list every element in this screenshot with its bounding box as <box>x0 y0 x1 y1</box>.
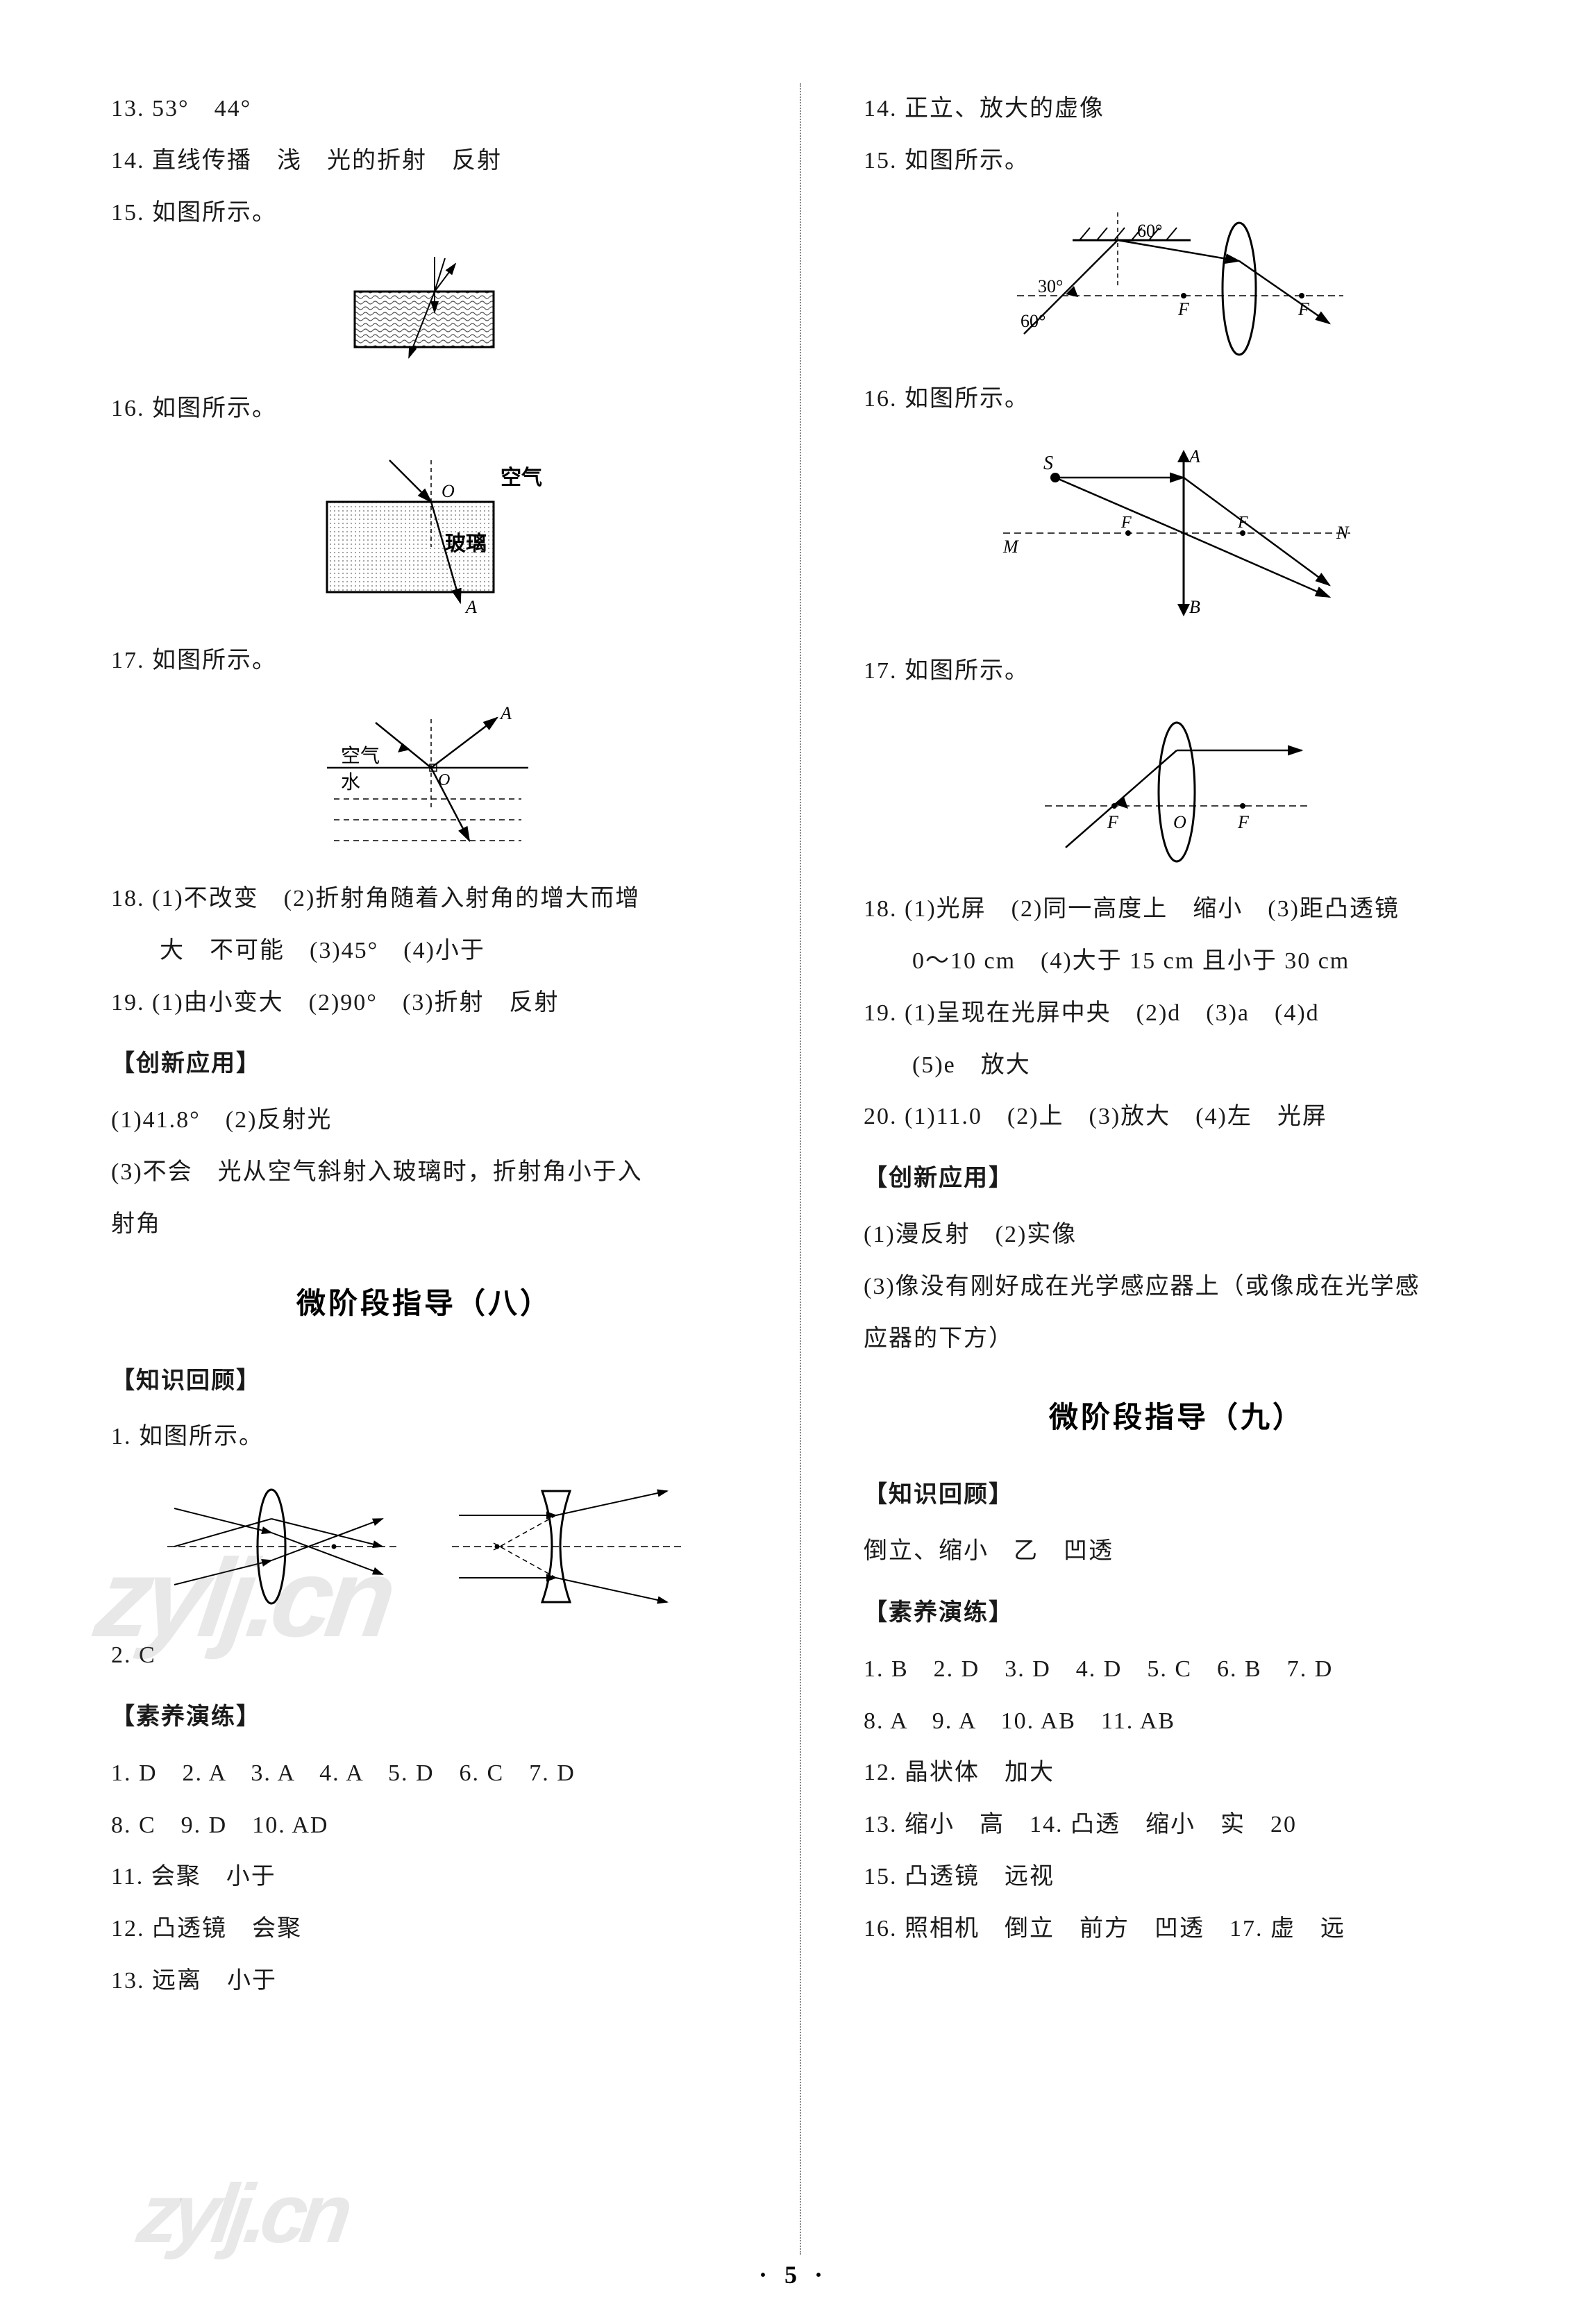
r-20: 20. (1)11.0 (2)上 (3)放大 (4)左 光屏 <box>864 1091 1490 1143</box>
svg-text:空气: 空气 <box>341 745 380 767</box>
svg-text:S: S <box>1043 453 1053 474</box>
svg-text:O: O <box>1173 812 1186 832</box>
svg-text:水: 水 <box>341 771 360 793</box>
r-cx-3: 应器的下方） <box>864 1313 1490 1365</box>
ans-14: 14. 直线传播 浅 光的折射 反射 <box>111 135 737 187</box>
r-s16: 16. 照相机 倒立 前方 凹透 17. 虚 远 <box>864 1903 1490 1955</box>
section-syyl: 【素养演练】 <box>111 1692 737 1744</box>
figure-left-16: O 空气 玻璃 A <box>111 446 737 620</box>
r-s13: 13. 缩小 高 14. 凸透 缩小 实 20 <box>864 1799 1490 1851</box>
figure-left-15 <box>111 250 737 368</box>
ans-15: 15. 如图所示。 <box>111 187 737 239</box>
cx-1: (1)41.8° (2)反射光 <box>111 1095 737 1147</box>
k-2: 2. C <box>111 1630 737 1682</box>
s-12: 12. 凸透镜 会聚 <box>111 1903 737 1955</box>
ans-16: 16. 如图所示。 <box>111 383 737 435</box>
svg-text:F: F <box>1177 299 1190 319</box>
s-11: 11. 会聚 小于 <box>111 1851 737 1903</box>
s-13: 13. 远离 小于 <box>111 1955 737 2007</box>
svg-text:A: A <box>1188 446 1200 466</box>
svg-text:O: O <box>438 771 450 789</box>
svg-text:F: F <box>1237 812 1250 832</box>
cx-2: (3)不会 光从空气斜射入玻璃时，折射角小于入 <box>111 1147 737 1199</box>
s-2: 8. C 9. D 10. AD <box>111 1800 737 1852</box>
figure-right-16: S A B M N F F <box>864 436 1490 630</box>
ans-18a: 18. (1)不改变 (2)折射角随着入射角的增大而增 <box>111 873 737 925</box>
figure-right-15: 30° 60° 60° F F <box>864 199 1490 358</box>
r-s15: 15. 凸透镜 远视 <box>864 1851 1490 1903</box>
left-column: 13. 53° 44° 14. 直线传播 浅 光的折射 反射 15. 如图所示。 <box>111 83 737 2255</box>
figure-left-k1 <box>111 1477 737 1616</box>
section-zshg: 【知识回顾】 <box>111 1356 737 1408</box>
svg-text:60°: 60° <box>1021 311 1046 331</box>
figure-left-17: A 空气 水 O <box>111 698 737 858</box>
ans-19: 19. (1)由小变大 (2)90° (3)折射 反射 <box>111 977 737 1029</box>
label-air: 空气 <box>501 466 542 489</box>
s-1: 1. D 2. A 3. A 4. A 5. D 6. C 7. D <box>111 1748 737 1800</box>
label-glass: 玻璃 <box>445 532 487 555</box>
r-15: 15. 如图所示。 <box>864 135 1490 187</box>
svg-text:F: F <box>1120 514 1132 532</box>
title-8: 微阶段指导（八） <box>111 1280 737 1322</box>
r-19b: (5)e 放大 <box>864 1040 1490 1092</box>
r-cx-1: (1)漫反射 (2)实像 <box>864 1209 1490 1261</box>
r-section-syyl: 【素养演练】 <box>864 1588 1490 1640</box>
cx-3: 射角 <box>111 1199 737 1251</box>
svg-text:M: M <box>1002 537 1019 557</box>
r-14: 14. 正立、放大的虚像 <box>864 83 1490 135</box>
svg-text:60°: 60° <box>1137 221 1162 241</box>
figure-right-17: F F O <box>864 709 1490 868</box>
k-1: 1. 如图所示。 <box>111 1411 737 1463</box>
right-column: 14. 正立、放大的虚像 15. 如图所示。 <box>864 83 1490 2255</box>
svg-text:A: A <box>499 703 512 723</box>
r-18a: 18. (1)光屏 (2)同一高度上 缩小 (3)距凸透镜 <box>864 884 1490 936</box>
r-17: 17. 如图所示。 <box>864 646 1490 698</box>
r-19a: 19. (1)呈现在光屏中央 (2)d (3)a (4)d <box>864 988 1490 1040</box>
r-section-zshg: 【知识回顾】 <box>864 1470 1490 1522</box>
ans-18b: 大 不可能 (3)45° (4)小于 <box>111 925 737 977</box>
svg-text:30°: 30° <box>1038 276 1063 296</box>
r-s12: 12. 晶状体 加大 <box>864 1747 1490 1799</box>
svg-text:N: N <box>1336 523 1350 543</box>
svg-text:B: B <box>1189 597 1200 617</box>
column-divider <box>800 83 801 2255</box>
section-cx: 【创新应用】 <box>111 1038 737 1091</box>
svg-text:F: F <box>1237 514 1248 532</box>
r-s1: 1. B 2. D 3. D 4. D 5. C 6. B 7. D <box>864 1644 1490 1696</box>
svg-text:F: F <box>1298 299 1310 319</box>
ans-17: 17. 如图所示。 <box>111 635 737 687</box>
r-section-cx: 【创新应用】 <box>864 1153 1490 1205</box>
r-18b: 0～10 cm (4)大于 15 cm 且小于 30 cm <box>864 936 1490 988</box>
svg-text:F: F <box>1107 812 1119 832</box>
label-A: A <box>464 597 477 617</box>
page-number: · 5 · <box>759 2260 828 2289</box>
r-s2: 8. A 9. A 10. AB 11. AB <box>864 1696 1490 1748</box>
r-16: 16. 如图所示。 <box>864 373 1490 426</box>
title-9: 微阶段指导（九） <box>864 1394 1490 1436</box>
label-O: O <box>442 481 455 501</box>
r-zk1: 倒立、缩小 乙 凹透 <box>864 1526 1490 1578</box>
r-cx-2: (3)像没有刚好成在光学感应器上（或像成在光学感 <box>864 1261 1490 1313</box>
ans-13: 13. 53° 44° <box>111 83 737 135</box>
